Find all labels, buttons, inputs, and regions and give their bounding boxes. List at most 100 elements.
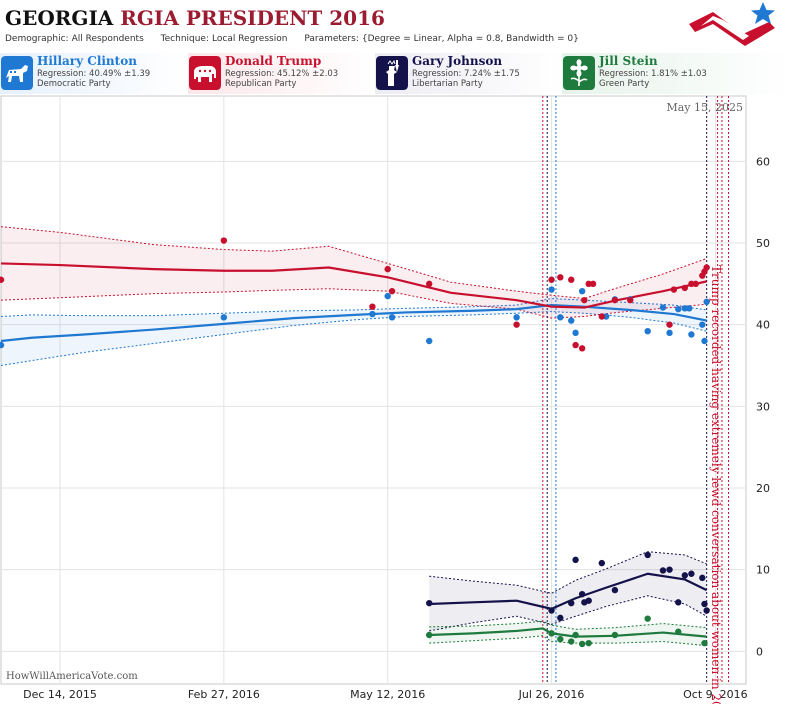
- axes: 0 10 20 30 40 50 60 Dec 14, 2015 Feb 27, 2016 May…: [23, 155, 770, 701]
- poll-point: [513, 321, 520, 328]
- candidate-party: Green Party: [599, 79, 650, 89]
- candidate-party: Democratic Party: [37, 79, 111, 89]
- regression-line: [0, 303, 707, 343]
- candidate-party: Republican Party: [225, 79, 297, 89]
- parameters-label: Parameters:: [304, 34, 359, 44]
- poll-point: [388, 314, 396, 321]
- poll-point: [548, 607, 555, 614]
- poll-point: [675, 628, 682, 635]
- x-tick-label: Feb 27, 2016: [188, 688, 260, 701]
- x-tick-label: Jul 26, 2016: [518, 688, 585, 701]
- poll-point: [369, 310, 376, 318]
- poll-point: [703, 298, 710, 305]
- poll-point: [388, 287, 396, 295]
- poll-point: [572, 556, 579, 564]
- poll-point: [681, 572, 689, 579]
- poll-point: [548, 630, 555, 637]
- technique-value: Local Regression: [212, 34, 288, 44]
- poll-point: [701, 639, 708, 647]
- candidate-name: Gary Johnson: [412, 54, 503, 68]
- poll-point: [692, 280, 699, 288]
- title-rest: RGIA PRESIDENT 2016: [120, 6, 385, 30]
- legend-item-clinton[interactable]: Hillary Clinton Regression: 40.49% ±1.39…: [0, 53, 188, 94]
- band-lower-edge: [429, 635, 707, 647]
- poll-point: [568, 599, 575, 607]
- poll-chart: 0 10 20 30 40 50 60 Dec 14, 2015 Feb 27, 2016 May…: [0, 95, 770, 704]
- poll-point: [611, 586, 619, 594]
- poll-point: [585, 597, 592, 604]
- poll-point: [568, 317, 575, 324]
- star-logo-icon: [689, 2, 775, 46]
- chart-header: GEORGIA RGIA PRESIDENT 2016 Demographic:…: [0, 0, 789, 95]
- date-label: May 15, 2025: [666, 101, 743, 114]
- poll-point: [644, 328, 651, 335]
- candidate-party: Libertarian Party: [412, 79, 483, 89]
- poll-point: [681, 284, 689, 292]
- poll-point: [426, 280, 433, 288]
- watermark: HowWillAmericaVote.com: [6, 671, 138, 682]
- poll-point: [703, 607, 710, 614]
- poll-point: [598, 559, 606, 567]
- poll-point: [666, 566, 673, 573]
- chart-title: GEORGIA RGIA PRESIDENT 2016: [5, 6, 385, 30]
- poll-point: [557, 274, 564, 281]
- poll-point: [627, 296, 634, 304]
- demographic-value: All Respondents: [71, 34, 144, 44]
- poll-point: [384, 265, 391, 273]
- poll-point: [578, 287, 586, 295]
- poll-point: [688, 331, 695, 338]
- poll-point: [578, 590, 586, 598]
- poll-point: [699, 321, 706, 328]
- poll-point: [0, 341, 5, 349]
- regression-lines: [0, 262, 708, 638]
- poll-point: [0, 276, 5, 283]
- poll-point: [688, 570, 695, 577]
- poll-point: [644, 615, 651, 622]
- title-state: GEORGIA: [5, 6, 114, 30]
- candidate-legend: Hillary Clinton Regression: 40.49% ±1.39…: [0, 53, 789, 94]
- x-tick-label: Dec 14, 2015: [23, 688, 97, 701]
- poll-point: [685, 305, 693, 312]
- regression-line: [0, 262, 707, 309]
- poll-point: [644, 551, 651, 559]
- poll-point: [703, 264, 710, 271]
- poll-point: [426, 337, 433, 345]
- x-tick-label: Oct 9, 2016: [683, 688, 748, 701]
- y-tick-label: 0: [756, 645, 763, 658]
- donkey-icon: [1, 56, 33, 90]
- parameters-line: Demographic: All Respondents Technique: Lo…: [5, 34, 593, 44]
- poll-point: [611, 631, 619, 639]
- candidate-name: Jill Stein: [599, 54, 658, 68]
- poll-point: [568, 638, 575, 645]
- poll-point: [666, 321, 673, 328]
- legend-item-trump[interactable]: Donald Trump Regression: 45.12% ±2.03 Re…: [188, 53, 375, 94]
- poll-point: [659, 304, 667, 311]
- confidence-band: [429, 551, 707, 631]
- candidate-name: Donald Trump: [225, 54, 322, 68]
- band-lower-edge: [429, 595, 707, 632]
- regression-line: [429, 572, 708, 610]
- y-tick-label: 30: [756, 400, 770, 413]
- legend-item-stein[interactable]: Jill Stein Regression: 1.81% ±1.03 Green…: [562, 53, 789, 94]
- poll-point: [589, 280, 597, 288]
- poll-point: [581, 296, 588, 304]
- poll-point: [675, 305, 682, 313]
- poll-point: [548, 286, 555, 293]
- y-tick-label: 50: [756, 237, 770, 250]
- event-lines: [542, 96, 730, 684]
- poll-point: [220, 237, 228, 244]
- poll-point: [598, 313, 606, 320]
- poll-point: [675, 599, 682, 606]
- poll-point: [578, 640, 586, 648]
- poll-point: [701, 337, 708, 345]
- y-tick-label: 40: [756, 319, 770, 332]
- legend-item-johnson[interactable]: Gary Johnson Regression: 7.24% ±1.75 Lib…: [375, 53, 562, 94]
- demographic-label: Demographic:: [5, 34, 69, 44]
- poll-point: [659, 567, 667, 574]
- confidence-band: [429, 621, 707, 646]
- poll-point: [369, 303, 376, 310]
- elephant-icon: [189, 56, 221, 90]
- poll-point: [568, 276, 575, 283]
- poll-point: [557, 314, 564, 321]
- poll-point: [384, 292, 391, 300]
